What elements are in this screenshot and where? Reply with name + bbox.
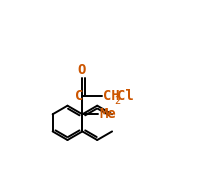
Text: 2: 2 bbox=[114, 96, 120, 105]
Text: Me: Me bbox=[99, 107, 116, 121]
Text: CH: CH bbox=[103, 89, 120, 103]
Text: C: C bbox=[75, 89, 83, 103]
Text: Cl: Cl bbox=[117, 89, 134, 103]
Text: O: O bbox=[77, 63, 86, 77]
